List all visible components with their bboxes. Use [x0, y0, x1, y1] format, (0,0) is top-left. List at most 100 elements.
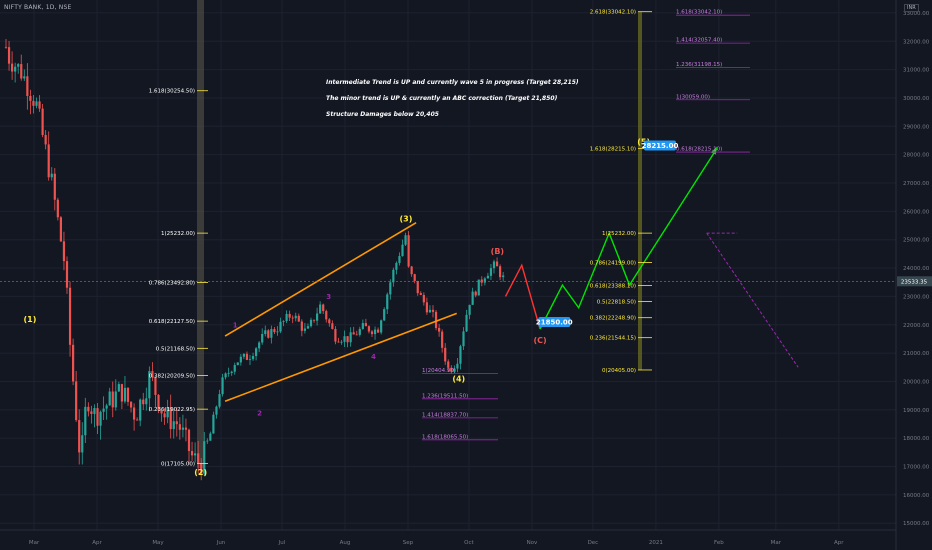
- wave-label: (4): [452, 374, 465, 383]
- candle-body: [407, 235, 410, 267]
- last-price-label: 23533.35: [901, 279, 928, 285]
- candle-body: [377, 329, 380, 333]
- candle-body: [96, 408, 99, 426]
- candle-body: [224, 373, 227, 378]
- x-tick-label: Dec: [588, 540, 599, 546]
- candle-body: [404, 235, 407, 245]
- candle-body: [81, 435, 84, 453]
- candle-body: [483, 278, 486, 283]
- target-box: [538, 317, 571, 328]
- candle-body: [294, 315, 297, 319]
- candle-body: [499, 266, 502, 278]
- candle-body: [72, 344, 75, 382]
- candle-body: [343, 336, 346, 342]
- y-tick-label: 28000.00: [903, 153, 930, 159]
- x-tick-label: Apr: [92, 540, 102, 546]
- candle-body: [352, 332, 355, 335]
- candle-body: [245, 353, 249, 360]
- candle-body: [364, 323, 367, 327]
- y-tick-label: 16000.00: [903, 493, 930, 499]
- y-tick-label: 26000.00: [903, 209, 930, 215]
- candle-body: [306, 326, 310, 329]
- candle-body: [200, 463, 203, 474]
- candle-body: [206, 440, 209, 442]
- candle-body: [145, 398, 148, 405]
- candle-body: [489, 268, 493, 276]
- fib-ext-bottom-label: 1.618(18065.50): [422, 434, 468, 440]
- fib-left-label: 1(25232.00): [161, 231, 195, 237]
- candle-body: [361, 323, 364, 329]
- candle-body: [105, 405, 108, 409]
- fib-left-label: 0.618(22127.50): [149, 319, 195, 325]
- candle-body: [413, 274, 416, 281]
- annotation-note-3: Structure Damages below 20,405: [326, 111, 439, 118]
- candle-body: [56, 199, 59, 218]
- candle-body: [389, 282, 392, 295]
- candle-body: [270, 329, 273, 338]
- candle-body: [441, 331, 444, 348]
- last-price-badge: [897, 276, 932, 287]
- candle-body: [184, 427, 188, 430]
- x-tick-label: 2021: [649, 540, 663, 546]
- candle-body: [251, 355, 255, 360]
- y-tick-label: 18000.00: [903, 436, 930, 442]
- wave-label: (5): [637, 138, 650, 147]
- candle-body: [169, 407, 172, 430]
- candle-body: [126, 387, 130, 402]
- y-tick-label: 31000.00: [903, 68, 930, 74]
- candle-body: [203, 441, 206, 474]
- channel-upper-line: [224, 222, 417, 337]
- candle-body: [334, 328, 337, 342]
- candle-body: [462, 331, 465, 347]
- candle-body: [133, 407, 136, 420]
- candle-body: [291, 317, 294, 319]
- candle-body: [492, 261, 496, 269]
- fib-ext-top-label: 1.618(33042.10): [676, 10, 722, 16]
- candle-body: [447, 361, 450, 368]
- x-tick-label: Jul: [278, 540, 286, 546]
- y-tick-label: 29000.00: [903, 124, 930, 130]
- y-tick-label: 22000.00: [903, 323, 930, 329]
- candle-body: [93, 408, 96, 414]
- candle-body: [392, 269, 395, 283]
- candle-body: [136, 419, 139, 421]
- candle-body: [62, 241, 66, 262]
- fib-ext-top-label: 1(30059.00): [676, 94, 710, 100]
- candle-body: [444, 347, 447, 362]
- candle-body: [303, 328, 306, 331]
- candle-body: [154, 377, 157, 395]
- candle-body: [59, 217, 62, 242]
- x-tick-label: May: [152, 540, 164, 546]
- candle-body: [35, 101, 38, 106]
- candle-body: [41, 108, 44, 135]
- candle-body: [160, 410, 163, 414]
- candle-body: [325, 311, 328, 320]
- candle-body: [438, 327, 441, 332]
- y-tick-label: 30000.00: [903, 96, 930, 102]
- candle-body: [117, 384, 120, 392]
- y-tick-label: 20000.00: [903, 379, 930, 385]
- y-tick-label: 33000.00: [903, 11, 930, 17]
- candle-body: [99, 411, 102, 426]
- candle-body: [209, 433, 212, 441]
- candle-body: [456, 363, 459, 369]
- candle-body: [395, 262, 398, 270]
- fib-left-label: 0.786(23492.80): [149, 280, 195, 286]
- candle-body: [367, 326, 371, 332]
- candle-body: [65, 261, 69, 288]
- candle-body: [38, 101, 41, 109]
- candle-body: [14, 66, 17, 72]
- candle-body: [312, 319, 316, 321]
- fib-right-label: 1(25232.00): [602, 231, 636, 237]
- fib-ext-bottom-label: 1.236(19511.50): [422, 393, 468, 399]
- candle-body: [416, 280, 419, 294]
- candle-body: [428, 309, 432, 313]
- wave-label: 1: [233, 322, 238, 330]
- candle-body: [151, 371, 154, 378]
- wave-label: 3: [326, 293, 331, 301]
- fib-ext-top-label: 0.618(28215.10): [676, 147, 722, 153]
- candle-body: [322, 304, 325, 312]
- symbol-title[interactable]: NIFTY BANK, 1D, NSE: [4, 4, 72, 11]
- candle-body: [44, 134, 47, 145]
